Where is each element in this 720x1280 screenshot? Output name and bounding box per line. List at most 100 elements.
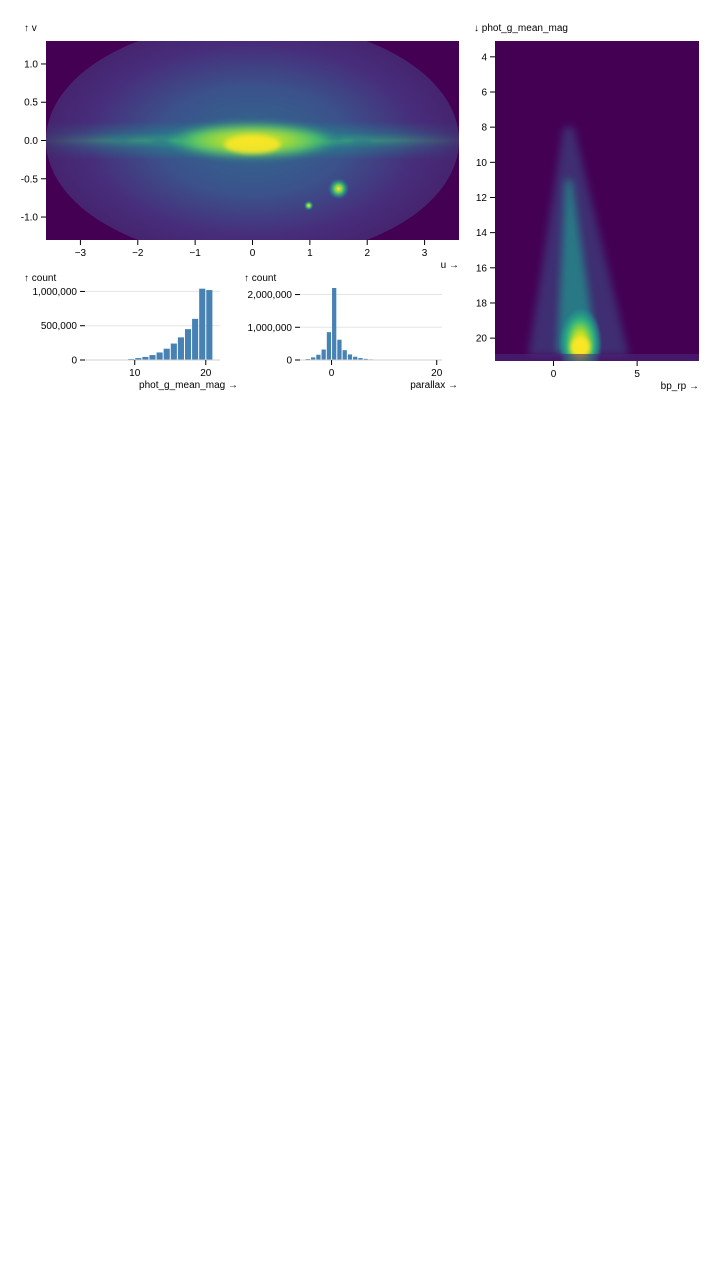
h2-bar [363,358,368,360]
parallax-histogram-y-axis: 0 1,000,000 2,000,000 [248,290,300,367]
sky-y-tick-label: 1.0 [24,59,38,70]
sky-x-tick-label: −1 [189,248,201,259]
parallax-histogram-bars [300,288,442,361]
cmd-density-peak-halo [558,305,603,361]
h2-bar [326,332,332,360]
h2-y-tick-label: 2,000,000 [248,290,293,301]
h2-y-tick-label: 1,000,000 [248,323,293,334]
mag-histogram-panel: 10 20 0 500,000 1,000,000 ↑ count phot_g_me… [24,273,238,391]
cmd-y-axis-label: ↓ phot_g_mean_mag [474,23,568,34]
h2-bar [332,288,337,360]
h1-x-tick-label: 20 [200,368,212,379]
cmd-density-peak [570,337,591,358]
h1-bar [199,288,206,360]
h2-x-tick: 0 [329,360,335,379]
h2-y-tick: 0 [286,356,300,367]
cmd-y-tick: 14 [476,228,495,239]
sky-y-tick: 0.0 [24,136,46,147]
cmd-x-tick-label: 5 [634,369,640,380]
dense-cluster-blob [327,177,350,200]
cmd-y-tick-label: 14 [476,228,488,239]
h1-x-tick-label: 10 [129,368,141,379]
parallax-histogram-x-axis: 0 20 [329,360,443,379]
sky-x-tick: −1 [189,240,201,259]
h1-bar [156,352,163,360]
h1-y-tick-label: 0 [71,356,77,367]
cmd-y-tick: 4 [481,52,495,63]
h2-y-tick: 1,000,000 [248,323,300,334]
cmd-y-tick-label: 10 [476,158,488,169]
mag-histogram-x-axis-label: phot_g_mean_mag → [139,380,238,391]
h2-bar [342,350,347,360]
h2-bar [347,354,353,360]
mag-histogram-x-axis: 10 20 [129,360,212,379]
sky-x-tick: 1 [307,240,313,259]
cmd-y-tick: 20 [476,334,495,345]
cmd-y-tick-label: 4 [481,52,487,63]
dense-cluster-blob [303,200,314,211]
cmd-y-tick-label: 18 [476,298,488,309]
h2-y-tick: 2,000,000 [248,290,300,301]
cmd-y-tick: 8 [481,123,495,134]
cmd-y-tick-label: 20 [476,334,488,345]
h1-y-tick: 0 [71,356,85,367]
magnitude-limit-band [495,353,699,361]
sky-x-tick-label: −3 [75,248,87,259]
mag-histogram-bars [85,288,220,361]
sky-y-tick: 0.5 [24,98,46,109]
h1-bar [163,348,170,360]
h1-bar [177,337,184,360]
h1-x-tick: 10 [129,360,141,379]
h2-x-tick-label: 0 [329,368,335,379]
sky-x-tick-label: 3 [422,248,428,259]
mag-histogram-y-axis: 0 500,000 1,000,000 [33,287,85,367]
h1-y-tick-label: 1,000,000 [33,287,78,298]
cmd-y-tick: 16 [476,263,495,274]
h1-bar [149,355,156,360]
sky-y-tick: -1.0 [21,213,46,224]
sky-y-tick: -0.5 [21,174,46,185]
cmd-x-tick-label: 0 [551,369,557,380]
h1-bar [170,343,177,360]
cmd-y-tick-label: 16 [476,263,488,274]
parallax-histogram-x-axis-label: parallax → [410,380,458,391]
h1-bar [184,329,192,360]
cmd-y-tick: 18 [476,298,495,309]
cmd-y-tick-label: 12 [476,193,488,204]
mag-histogram-y-axis-label: ↑ count [24,273,56,284]
h2-x-tick-label: 20 [431,368,443,379]
sky-y-tick-label: -0.5 [21,174,39,185]
dust-lane [110,136,131,142]
sky-x-tick-label: 2 [364,248,370,259]
h1-bar [206,290,213,360]
h1-bar [142,356,149,360]
cmd-y-tick-label: 6 [481,87,487,98]
sky-x-axis-label: u → [441,260,459,271]
sky-y-axis: 1.0 0.5 0.0 -0.5 -1.0 [21,59,46,224]
sky-x-tick: 3 [422,240,428,259]
sky-y-tick: 1.0 [24,59,46,70]
parallax-histogram-y-axis-label: ↑ count [244,273,276,284]
sky-x-tick: −3 [75,240,87,259]
sky-x-axis: −3 −2 −1 0 1 2 3 [75,240,428,259]
cmd-x-axis-label: bp_rp → [661,381,699,392]
h2-bar [337,339,342,360]
cmd-y-tick: 12 [476,193,495,204]
sky-x-tick-label: −2 [132,248,144,259]
sky-x-tick: −2 [132,240,144,259]
sky-x-tick: 2 [364,240,370,259]
dust-lane [351,139,372,145]
sky-y-tick-label: 0.5 [24,98,38,109]
parallax-histogram-panel: 0 20 0 1,000,000 2,000,000 ↑ count parallax… [244,273,458,391]
cmd-y-axis: 4 6 8 10 12 14 16 18 20 [476,52,495,345]
parallax-histogram-grid [300,294,442,328]
h2-bar [321,349,326,360]
h1-bar [135,358,142,360]
cmd-y-tick: 10 [476,158,495,169]
h2-bar [353,356,358,360]
h1-bar [192,318,199,360]
h2-bar [358,358,363,360]
